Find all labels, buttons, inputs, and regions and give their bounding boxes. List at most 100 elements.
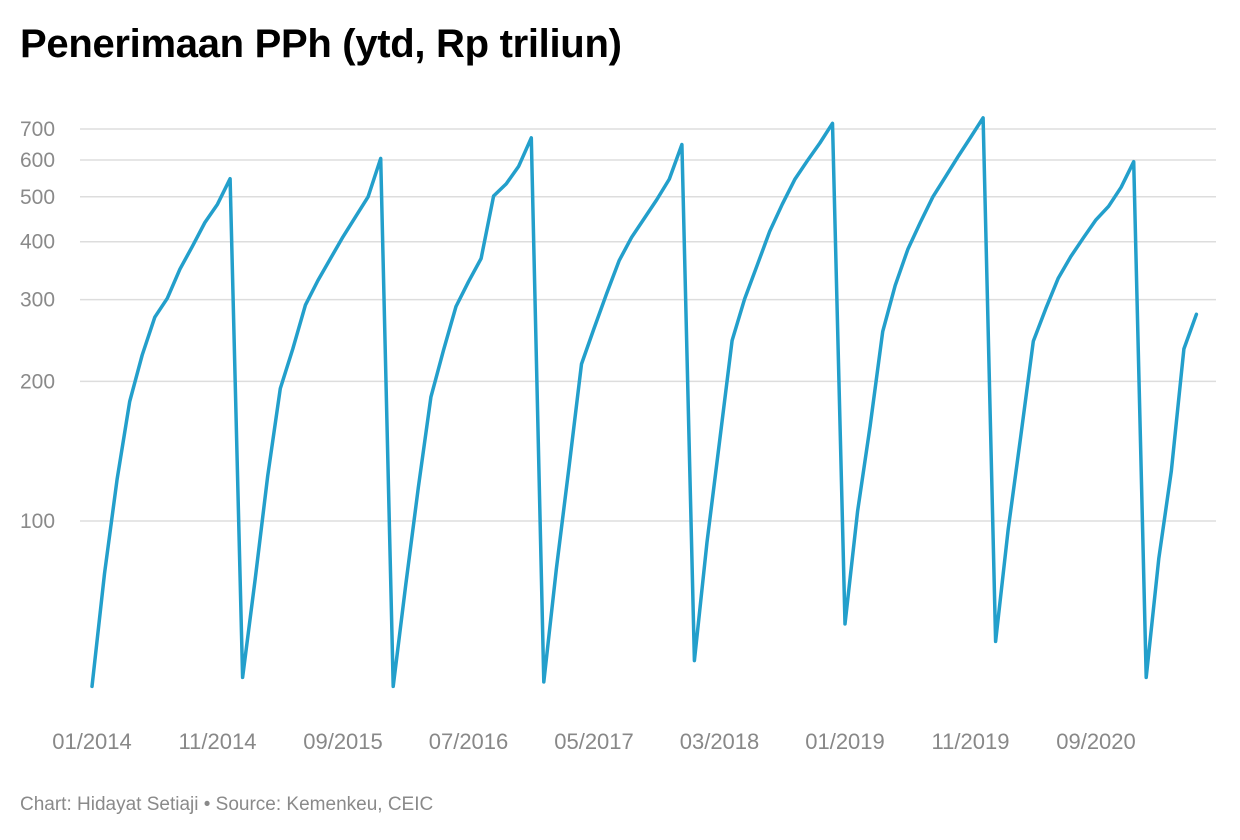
data-point	[554, 567, 558, 571]
x-tick-label: 03/2018	[680, 729, 760, 754]
data-point	[115, 477, 119, 481]
data-point	[592, 327, 596, 331]
data-point	[780, 202, 784, 206]
data-point	[692, 659, 696, 663]
data-point	[253, 577, 257, 581]
data-point	[969, 136, 973, 140]
data-point	[1119, 185, 1123, 189]
data-point	[1132, 160, 1136, 164]
data-point	[1056, 276, 1060, 280]
data-point	[1044, 307, 1048, 311]
data-point	[567, 466, 571, 470]
data-point	[793, 177, 797, 181]
data-point	[831, 121, 835, 125]
data-point	[278, 387, 282, 391]
data-point	[291, 347, 295, 351]
data-point	[868, 424, 872, 428]
data-point	[404, 582, 408, 586]
data-point	[165, 296, 169, 300]
data-point	[1006, 527, 1010, 531]
data-point	[1031, 339, 1035, 343]
data-point	[981, 116, 985, 120]
x-tick-label: 01/2019	[805, 729, 885, 754]
data-point	[341, 235, 345, 239]
data-point	[1144, 675, 1148, 679]
data-point	[391, 684, 395, 688]
data-point	[266, 474, 270, 478]
data-point	[479, 257, 483, 261]
y-tick-label: 600	[20, 149, 55, 172]
data-point	[931, 195, 935, 199]
data-point	[718, 440, 722, 444]
grid-lines	[80, 128, 1216, 522]
x-tick-label: 09/2020	[1056, 729, 1136, 754]
data-point	[329, 257, 333, 261]
y-tick-label: 200	[20, 370, 55, 393]
x-tick-label: 01/2014	[52, 729, 132, 754]
data-point	[1169, 469, 1173, 473]
data-point	[1069, 254, 1073, 258]
data-point	[893, 283, 897, 287]
data-point	[178, 267, 182, 271]
y-tick-label: 500	[20, 186, 55, 209]
data-point	[1082, 236, 1086, 240]
data-point	[755, 263, 759, 267]
data-point	[943, 175, 947, 179]
data-point	[630, 235, 634, 239]
data-point	[680, 143, 684, 147]
x-tick-label: 11/2019	[932, 729, 1010, 754]
data-point	[1094, 218, 1098, 222]
data-point	[655, 198, 659, 202]
data-point	[743, 297, 747, 301]
data-point	[441, 349, 445, 353]
y-tick-label: 100	[20, 510, 55, 533]
data-point	[140, 353, 144, 357]
data-point	[416, 486, 420, 490]
y-tick-label: 700	[20, 118, 55, 141]
data-point	[467, 280, 471, 284]
data-point	[918, 221, 922, 225]
data-point	[354, 215, 358, 219]
y-axis-ticks: 100 200 300 400 500 600 700	[20, 118, 55, 533]
data-point	[1194, 312, 1198, 316]
data-point	[190, 244, 194, 248]
data-point	[1107, 204, 1111, 208]
data-point	[379, 156, 383, 160]
x-tick-label: 11/2014	[179, 729, 257, 754]
data-point	[103, 572, 107, 576]
data-point	[429, 395, 433, 399]
data-point	[316, 279, 320, 283]
data-point	[216, 202, 220, 206]
data-point	[805, 159, 809, 163]
data-point	[818, 141, 822, 145]
data-point	[580, 362, 584, 366]
y-tick-label: 400	[20, 231, 55, 254]
data-point	[504, 182, 508, 186]
data-point	[1019, 435, 1023, 439]
data-point	[366, 195, 370, 199]
data-point	[843, 622, 847, 626]
data-point	[617, 259, 621, 263]
data-point	[667, 177, 671, 181]
data-point	[1182, 347, 1186, 351]
data-point	[856, 509, 860, 513]
chart-title: Penerimaan PPh (ytd, Rp triliun)	[20, 22, 622, 66]
data-point	[128, 400, 132, 404]
x-tick-label: 07/2016	[429, 729, 509, 754]
data-point	[994, 639, 998, 643]
data-point	[768, 229, 772, 233]
x-tick-label: 05/2017	[554, 729, 634, 754]
data-point	[956, 155, 960, 159]
data-point	[529, 136, 533, 140]
data-point	[241, 675, 245, 679]
data-point	[730, 339, 734, 343]
data-point	[542, 680, 546, 684]
data-point	[605, 292, 609, 296]
data-point	[153, 315, 157, 319]
data-point	[906, 247, 910, 251]
x-tick-label: 09/2015	[303, 729, 383, 754]
x-axis-ticks: 01/2014 11/2014 09/2015 07/2016 05/2017 03/20…	[52, 729, 1136, 754]
series-layer	[90, 116, 1199, 689]
data-point	[90, 684, 94, 688]
